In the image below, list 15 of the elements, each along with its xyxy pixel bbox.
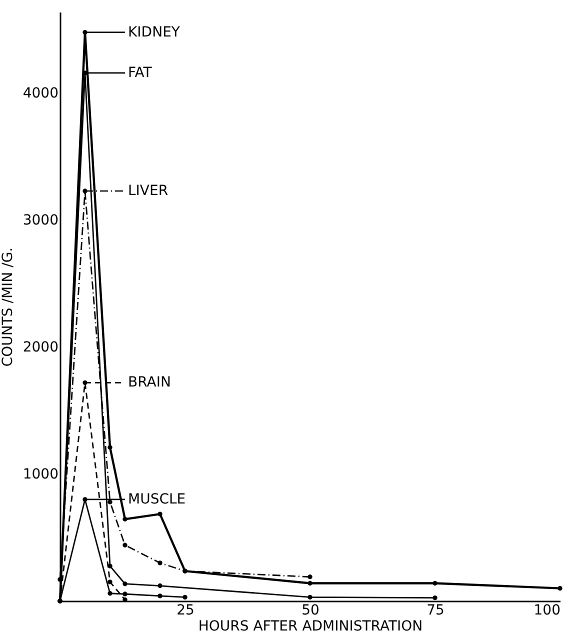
- y-tick-label: 1000: [22, 466, 58, 483]
- x-tick-label: 75: [426, 602, 444, 618]
- y-tick-label: 2000: [22, 340, 58, 356]
- y-axis-title: COUNTS /MIN /G.: [0, 247, 16, 367]
- legend-label: BRAIN: [128, 374, 171, 391]
- x-tick-label: 50: [302, 602, 320, 618]
- legend-label: KIDNEY: [128, 24, 180, 40]
- x-axis-title: HOURS AFTER ADMINISTRATION: [198, 618, 423, 634]
- legend-label: MUSCLE: [128, 491, 186, 508]
- x-tick-label: 100: [534, 602, 560, 618]
- x-tick-label: 25: [176, 602, 194, 618]
- y-tick-label: 3000: [22, 212, 58, 229]
- y-tick-label: 4000: [22, 86, 58, 102]
- legend-label: FAT: [128, 64, 152, 81]
- legend-label: LIVER: [128, 182, 168, 199]
